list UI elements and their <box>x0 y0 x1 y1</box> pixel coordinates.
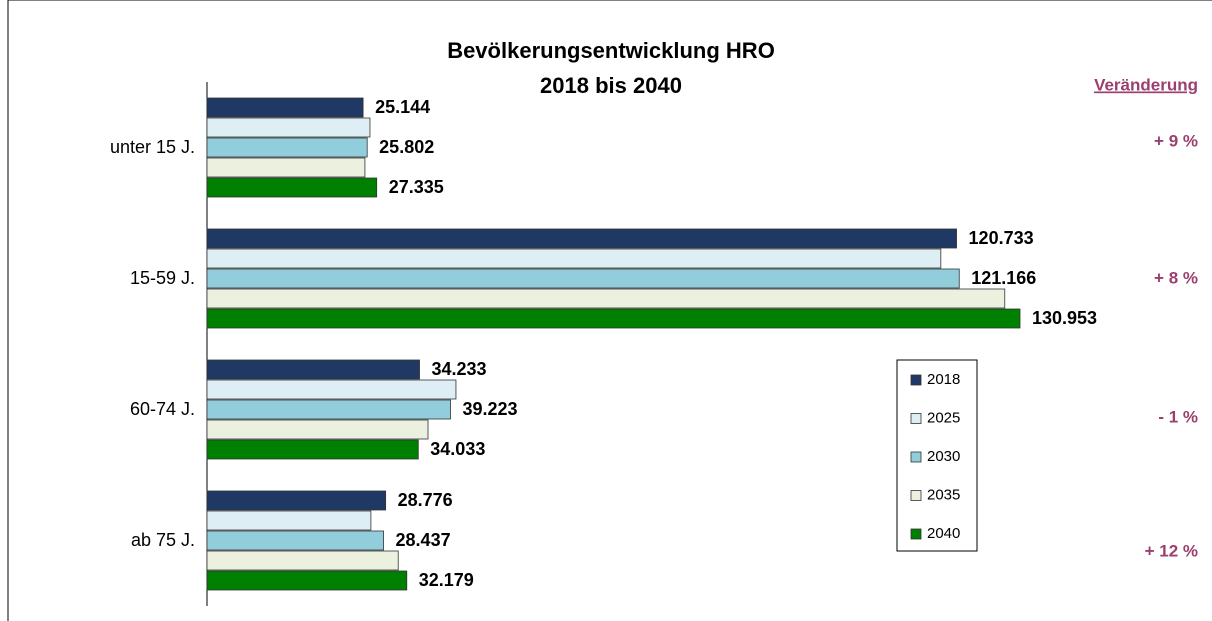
legend-label: 2018 <box>927 371 960 388</box>
bar <box>206 570 408 591</box>
chart-border <box>7 0 1212 621</box>
bar <box>206 137 368 158</box>
change-label: + 12 % <box>1145 541 1198 560</box>
legend <box>896 359 978 552</box>
value-label: 39.223 <box>463 399 518 419</box>
value-label: 121.166 <box>971 268 1036 288</box>
value-label: 25.144 <box>375 97 430 117</box>
value-label: 28.776 <box>398 490 453 510</box>
bar <box>206 268 960 289</box>
legend-label: 2025 <box>927 409 960 426</box>
bar <box>206 510 372 531</box>
legend-label: 2040 <box>927 525 960 542</box>
bar <box>206 399 451 420</box>
category-label: 60-74 J. <box>130 399 195 419</box>
value-label: 32.179 <box>419 570 474 590</box>
legend-label: 2030 <box>927 448 960 465</box>
value-label: 27.335 <box>389 177 444 197</box>
bar <box>206 177 378 198</box>
bar <box>206 308 1021 329</box>
bar <box>206 359 420 380</box>
bar <box>206 97 364 118</box>
bar <box>206 530 384 551</box>
value-label: 28.437 <box>396 530 451 550</box>
change-label: + 9 % <box>1154 131 1198 150</box>
value-label: 25.802 <box>379 137 434 157</box>
legend-swatch <box>910 374 922 386</box>
change-label: + 8 % <box>1154 268 1198 287</box>
value-label: 120.733 <box>969 228 1034 248</box>
category-label: 15-59 J. <box>130 268 195 288</box>
chart-title: Bevölkerungsentwicklung HRO <box>447 38 775 63</box>
value-label: 130.953 <box>1032 308 1097 328</box>
change-title: Veränderung <box>1094 75 1198 94</box>
legend-swatch <box>910 413 922 424</box>
bar <box>206 248 942 269</box>
legend-swatch <box>910 490 922 501</box>
bar <box>206 550 399 571</box>
legend-label: 2035 <box>927 486 960 503</box>
change-label: - 1 % <box>1158 407 1198 426</box>
bar <box>206 288 1006 309</box>
bar <box>206 379 457 400</box>
value-label: 34.033 <box>430 439 485 459</box>
category-label: ab 75 J. <box>131 530 195 550</box>
bar <box>206 117 371 138</box>
bar <box>206 157 366 178</box>
category-label: unter 15 J. <box>110 137 195 157</box>
value-label: 34.233 <box>432 359 487 379</box>
legend-swatch <box>910 451 922 463</box>
bar <box>206 228 957 249</box>
bar <box>206 490 387 511</box>
bar <box>206 419 429 440</box>
bar <box>206 439 419 460</box>
chart-subtitle: 2018 bis 2040 <box>540 73 682 98</box>
legend-swatch <box>910 528 922 540</box>
